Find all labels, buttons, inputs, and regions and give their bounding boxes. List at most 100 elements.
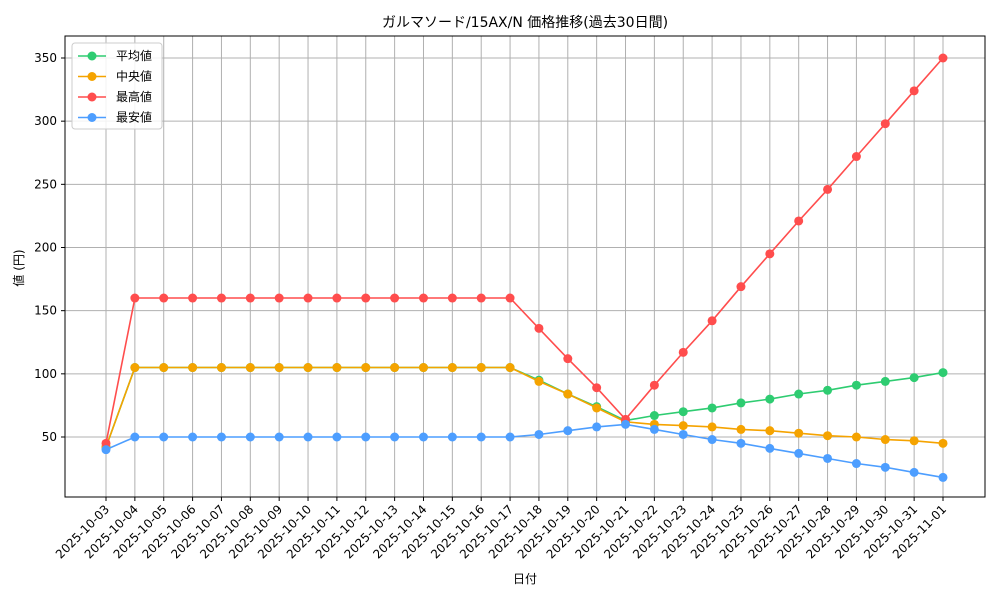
series-line [105,57,944,444]
data-point [476,363,486,373]
data-point [880,462,890,472]
data-point [274,432,284,442]
data-point [621,419,631,429]
y-tick-label: 300 [34,114,57,128]
data-point [563,389,573,399]
data-point [707,403,717,413]
data-point [303,293,313,303]
x-axis: 2025-10-032025-10-042025-10-052025-10-06… [53,497,949,561]
data-point [707,422,717,432]
y-tick-label: 100 [34,367,57,381]
data-point [245,432,255,442]
data-point [794,216,804,226]
data-point [880,376,890,386]
data-point [159,293,169,303]
data-point [418,363,428,373]
series-3 [101,419,948,482]
data-point [245,293,255,303]
data-point [880,119,890,129]
data-point [505,293,515,303]
data-point [592,383,602,393]
data-point [736,398,746,408]
data-point [794,448,804,458]
y-axis: 50 100 150 200 250 300 350 [34,51,65,444]
y-tick-label: 200 [34,241,57,255]
data-point [592,403,602,413]
data-point [649,411,659,421]
data-point [130,293,140,303]
data-point [361,293,371,303]
data-point [390,432,400,442]
legend-marker-icon [87,113,97,122]
data-point [418,293,428,303]
legend-label: 平均値 [116,48,152,63]
legend-box [71,42,163,130]
data-point [851,152,861,162]
y-tick-label: 150 [34,304,57,318]
data-point [216,432,226,442]
data-point [592,422,602,432]
data-point [418,432,428,442]
data-point [823,184,833,194]
x-axis-title: 日付 [513,572,537,586]
data-point [938,53,948,63]
data-point [794,389,804,399]
data-point [505,363,515,373]
data-point [938,472,948,482]
data-point [447,363,457,373]
legend-label: 中央値 [116,69,152,84]
data-point [361,363,371,373]
data-point [332,432,342,442]
data-point [765,394,775,404]
series-0 [101,363,948,452]
data-point [938,368,948,378]
data-point [303,432,313,442]
data-point [794,428,804,438]
data-point [159,432,169,442]
data-point [909,373,919,383]
data-point [476,293,486,303]
data-point [332,293,342,303]
data-point [447,293,457,303]
data-point [736,282,746,292]
y-tick-label: 350 [34,51,57,65]
data-point [851,459,861,469]
legend-label: 最安値 [116,110,152,125]
data-point [909,467,919,477]
data-point [678,421,688,431]
y-axis-title: 値 (円) [11,249,26,286]
series-line [105,423,944,479]
plot-area-frame [64,35,986,498]
data-point [332,363,342,373]
data-point [101,438,111,448]
data-point [938,438,948,448]
series-line [105,366,944,448]
data-point [765,443,775,453]
data-point [216,293,226,303]
data-point [390,363,400,373]
data-point [678,429,688,439]
legend-marker-icon [87,72,97,81]
data-point [880,435,890,445]
legend-label: 最高値 [116,89,152,104]
data-point [765,426,775,436]
legend-marker-icon [87,92,97,102]
data-point [188,293,198,303]
data-point [649,380,659,390]
data-point [245,363,255,373]
data-point [534,429,544,439]
data-point [303,363,313,373]
data-point [188,363,198,373]
y-tick-label: 250 [34,177,57,191]
data-point [534,323,544,333]
data-point [505,432,515,442]
data-point [736,424,746,434]
data-point [216,363,226,373]
data-point [101,445,111,455]
series-1 [101,363,948,452]
data-point [649,424,659,434]
data-point [765,249,775,259]
data-point [851,380,861,390]
